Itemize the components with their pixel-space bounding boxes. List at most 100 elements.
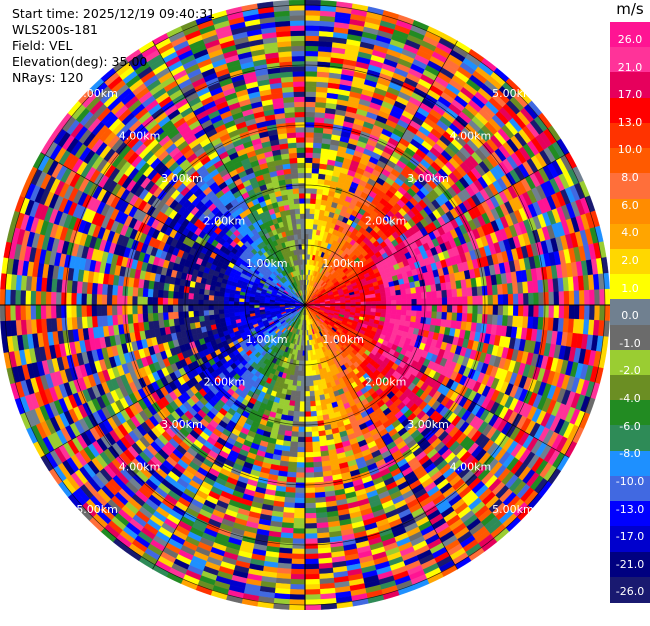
velocity-gate: [395, 290, 401, 296]
velocity-gate: [311, 188, 317, 194]
velocity-gate: [564, 291, 569, 305]
velocity-gate: [305, 31, 319, 36]
velocity-gate: [313, 153, 321, 159]
velocity-gate: [305, 371, 309, 376]
velocity-gate: [305, 193, 311, 198]
velocity-gate: [477, 314, 483, 324]
velocity-gate: [305, 523, 317, 528]
velocity-gate: [371, 298, 376, 302]
velocity-gate: [305, 391, 310, 396]
velocity-gate: [584, 305, 589, 320]
velocity-gate: [292, 421, 299, 427]
velocity-gate: [305, 81, 317, 86]
velocity-gate: [437, 298, 442, 305]
velocity-gate: [311, 183, 318, 189]
velocity-gate: [314, 390, 319, 396]
velocity-gate: [305, 36, 319, 41]
velocity-gate: [310, 391, 315, 396]
velocity-gate: [295, 391, 300, 396]
velocity-gate: [421, 311, 427, 318]
velocity-gate: [315, 497, 326, 503]
velocity-gate: [305, 513, 316, 518]
velocity-gate: [305, 153, 313, 158]
velocity-gate: [411, 293, 417, 299]
velocity-gate: [416, 311, 422, 317]
velocity-gate: [308, 366, 312, 371]
velocity-gate: [305, 417, 311, 422]
velocity-gate: [385, 291, 391, 296]
velocity-gate: [594, 290, 599, 305]
velocity-gate: [305, 41, 319, 46]
velocity-gate: [376, 297, 381, 301]
velocity-gate: [298, 427, 305, 432]
velocity-gate: [554, 292, 559, 305]
velocity-gate: [316, 199, 322, 205]
velocity-gate: [293, 523, 305, 528]
velocity-gate: [305, 102, 316, 107]
velocity-gate: [290, 441, 298, 447]
velocity-gate: [309, 219, 314, 224]
velocity-gate: [288, 462, 297, 468]
velocity-gate: [295, 488, 305, 493]
velocity-gate: [299, 417, 305, 422]
velocity-gate: [300, 391, 305, 396]
velocity-gate: [447, 312, 453, 320]
velocity-gate: [313, 457, 321, 463]
velocity-gate: [417, 299, 422, 305]
velocity-gate: [296, 478, 305, 483]
velocity-gate: [311, 193, 317, 199]
velocity-gate: [452, 305, 457, 313]
velocity-gate: [508, 305, 513, 316]
velocity-gate: [503, 305, 508, 316]
velocity-gate: [462, 288, 468, 297]
velocity-gate: [311, 411, 317, 417]
velocity-gate: [305, 61, 318, 66]
velocity-gate: [513, 305, 518, 316]
velocity-gate: [381, 309, 386, 314]
velocity-gate: [427, 298, 432, 305]
velocity-gate: [447, 290, 453, 298]
velocity-gate: [312, 173, 319, 179]
velocity-gate: [315, 102, 326, 108]
velocity-gate: [498, 295, 503, 305]
velocity-gate: [305, 25, 320, 30]
velocity-gate: [493, 295, 498, 305]
velocity-gate: [305, 46, 319, 51]
velocity-gate: [472, 314, 478, 323]
velocity-gate: [436, 291, 442, 298]
velocity-gate: [391, 310, 396, 315]
velocity-gate: [312, 375, 316, 381]
velocity-gate: [305, 401, 310, 406]
velocity-gate: [315, 395, 321, 401]
velocity-gate: [305, 198, 311, 203]
velocity-gate: [308, 371, 312, 376]
velocity-gate: [305, 493, 315, 498]
velocity-gate: [305, 442, 312, 447]
velocity-gate: [488, 295, 493, 305]
velocity-gate: [297, 452, 305, 457]
velocity-gate: [533, 293, 538, 305]
velocity-gate: [473, 305, 478, 314]
velocity-gate: [294, 406, 300, 411]
velocity-gate: [457, 289, 463, 297]
velocity-gate: [305, 533, 317, 538]
velocity-gate: [291, 574, 305, 579]
velocity-gate: [298, 442, 305, 447]
velocity-gate: [487, 285, 493, 295]
velocity-gate: [305, 427, 312, 432]
velocity-gate: [305, 51, 318, 56]
velocity-gate: [301, 381, 305, 386]
velocity-gate: [292, 549, 305, 554]
velocity-gate: [287, 472, 296, 478]
velocity-gate: [293, 533, 305, 538]
velocity-gate: [296, 386, 301, 391]
velocity-gate: [371, 301, 376, 305]
velocity-gate: [290, 447, 298, 453]
velocity-gate: [415, 287, 421, 294]
velocity-gate: [305, 396, 310, 401]
velocity-gate: [305, 214, 310, 219]
velocity-gate: [305, 112, 315, 117]
velocity-gate: [472, 287, 478, 296]
velocity-gate: [290, 584, 305, 589]
velocity-gate: [457, 305, 462, 313]
